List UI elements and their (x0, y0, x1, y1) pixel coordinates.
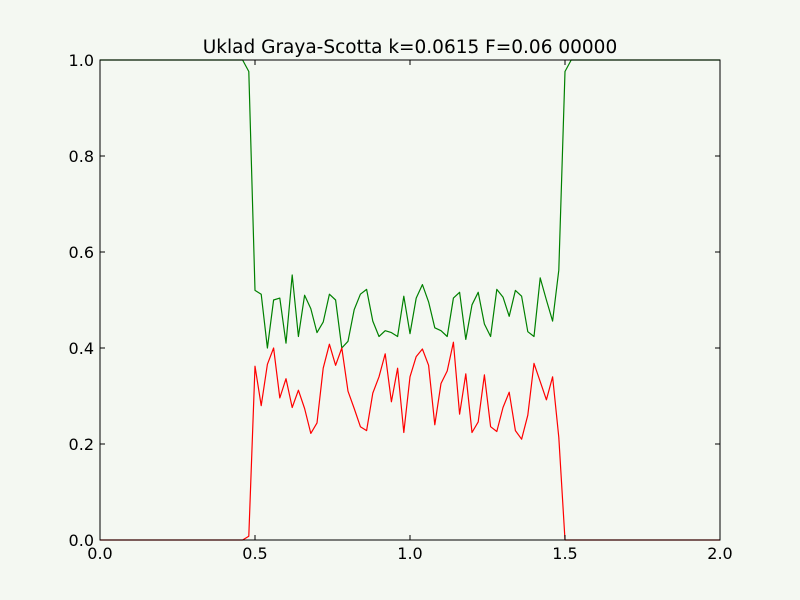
series-line-1 (100, 59, 720, 349)
x-tick-label: 1.0 (397, 544, 422, 563)
x-tick-label: 0.5 (242, 544, 267, 563)
chart-title: Uklad Graya-Scotta k=0.0615 F=0.06 00000 (203, 37, 617, 58)
y-axis-ticks: 0.0 0.2 0.4 0.6 0.8 1.0 (69, 51, 720, 550)
x-tick-label: 0.0 (87, 544, 112, 563)
x-axis-ticks: 0.0 0.5 1.0 1.5 2.0 (87, 60, 733, 563)
y-tick-label: 0.4 (69, 339, 94, 358)
y-tick-label: 0.2 (69, 435, 94, 454)
y-tick-label: 1.0 (69, 51, 94, 70)
x-tick-label: 2.0 (707, 544, 732, 563)
axes-frame (99, 59, 721, 541)
y-tick-label: 0.0 (69, 531, 94, 550)
y-tick-label: 0.6 (69, 243, 94, 262)
x-tick-label: 1.5 (552, 544, 577, 563)
plot-series (100, 59, 720, 541)
y-tick-label: 0.8 (69, 147, 94, 166)
series-line-2 (100, 341, 720, 541)
